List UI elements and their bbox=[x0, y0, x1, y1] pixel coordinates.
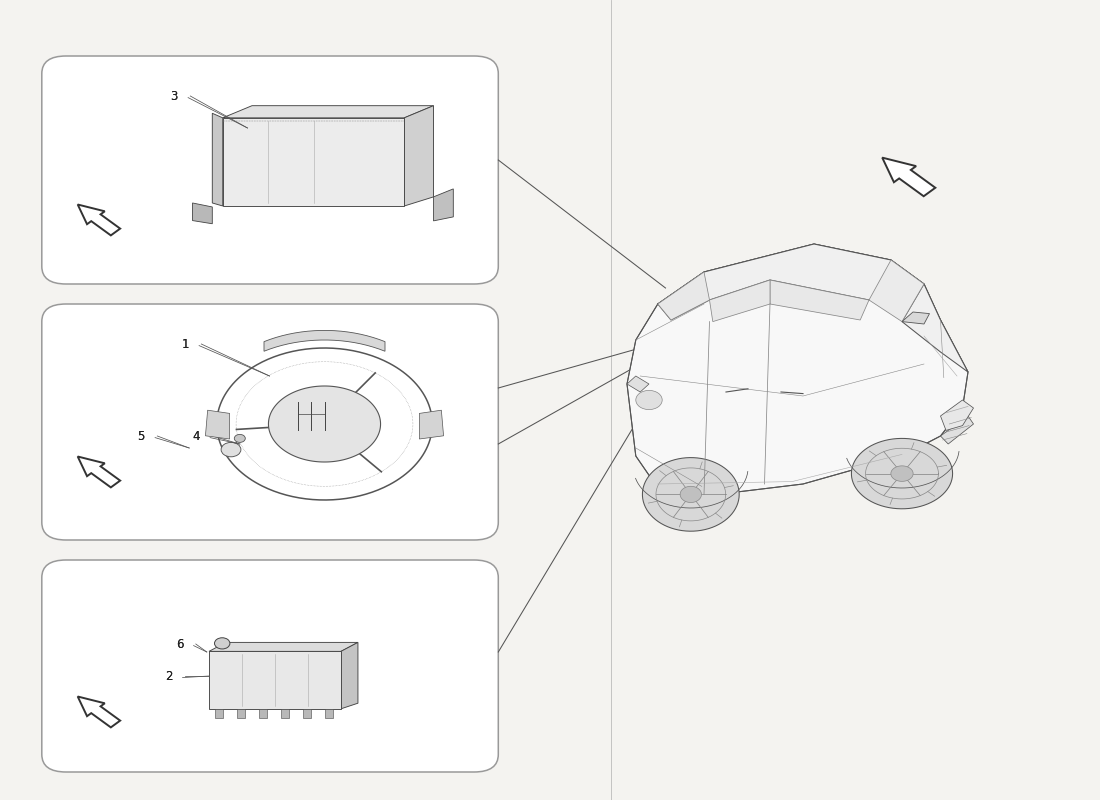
Text: 3: 3 bbox=[170, 90, 178, 102]
Polygon shape bbox=[869, 260, 924, 322]
Circle shape bbox=[221, 442, 241, 457]
Text: 6: 6 bbox=[176, 638, 184, 650]
Polygon shape bbox=[192, 203, 212, 224]
Polygon shape bbox=[222, 118, 405, 206]
Polygon shape bbox=[264, 330, 385, 351]
Text: 2: 2 bbox=[165, 670, 173, 682]
FancyBboxPatch shape bbox=[42, 56, 498, 284]
Polygon shape bbox=[891, 466, 913, 482]
Polygon shape bbox=[78, 457, 120, 487]
Polygon shape bbox=[902, 284, 968, 372]
Polygon shape bbox=[642, 458, 739, 531]
Bar bbox=[302, 709, 311, 718]
Polygon shape bbox=[940, 416, 974, 444]
Text: 4: 4 bbox=[192, 430, 200, 442]
Polygon shape bbox=[680, 486, 702, 502]
Polygon shape bbox=[78, 697, 120, 727]
Text: 1: 1 bbox=[182, 338, 189, 350]
Polygon shape bbox=[206, 410, 230, 439]
Bar bbox=[280, 709, 289, 718]
Polygon shape bbox=[658, 272, 710, 320]
Bar bbox=[214, 709, 223, 718]
Text: 5: 5 bbox=[138, 430, 145, 442]
Polygon shape bbox=[419, 410, 443, 439]
Polygon shape bbox=[770, 280, 869, 320]
Polygon shape bbox=[710, 280, 770, 322]
Polygon shape bbox=[882, 158, 935, 196]
Polygon shape bbox=[212, 114, 222, 206]
Polygon shape bbox=[209, 651, 341, 709]
Circle shape bbox=[214, 638, 230, 649]
Bar bbox=[258, 709, 267, 718]
Text: 1: 1 bbox=[182, 338, 189, 350]
Polygon shape bbox=[627, 244, 968, 496]
Polygon shape bbox=[940, 400, 974, 430]
Polygon shape bbox=[405, 106, 433, 206]
Circle shape bbox=[234, 434, 245, 442]
Polygon shape bbox=[627, 376, 649, 392]
Polygon shape bbox=[209, 642, 358, 651]
Text: 4: 4 bbox=[192, 430, 200, 442]
Circle shape bbox=[636, 390, 662, 410]
FancyBboxPatch shape bbox=[42, 304, 498, 540]
Polygon shape bbox=[658, 244, 924, 320]
Polygon shape bbox=[78, 205, 120, 235]
Text: 3: 3 bbox=[170, 90, 178, 102]
Polygon shape bbox=[222, 106, 433, 118]
Polygon shape bbox=[433, 189, 453, 221]
Polygon shape bbox=[851, 438, 953, 509]
Polygon shape bbox=[341, 642, 358, 709]
Polygon shape bbox=[902, 312, 930, 324]
Polygon shape bbox=[268, 386, 381, 462]
Bar bbox=[324, 709, 333, 718]
FancyBboxPatch shape bbox=[42, 560, 498, 772]
Text: 6: 6 bbox=[176, 638, 184, 650]
Text: 5: 5 bbox=[138, 430, 145, 442]
Bar bbox=[236, 709, 245, 718]
Text: 2: 2 bbox=[165, 670, 173, 682]
